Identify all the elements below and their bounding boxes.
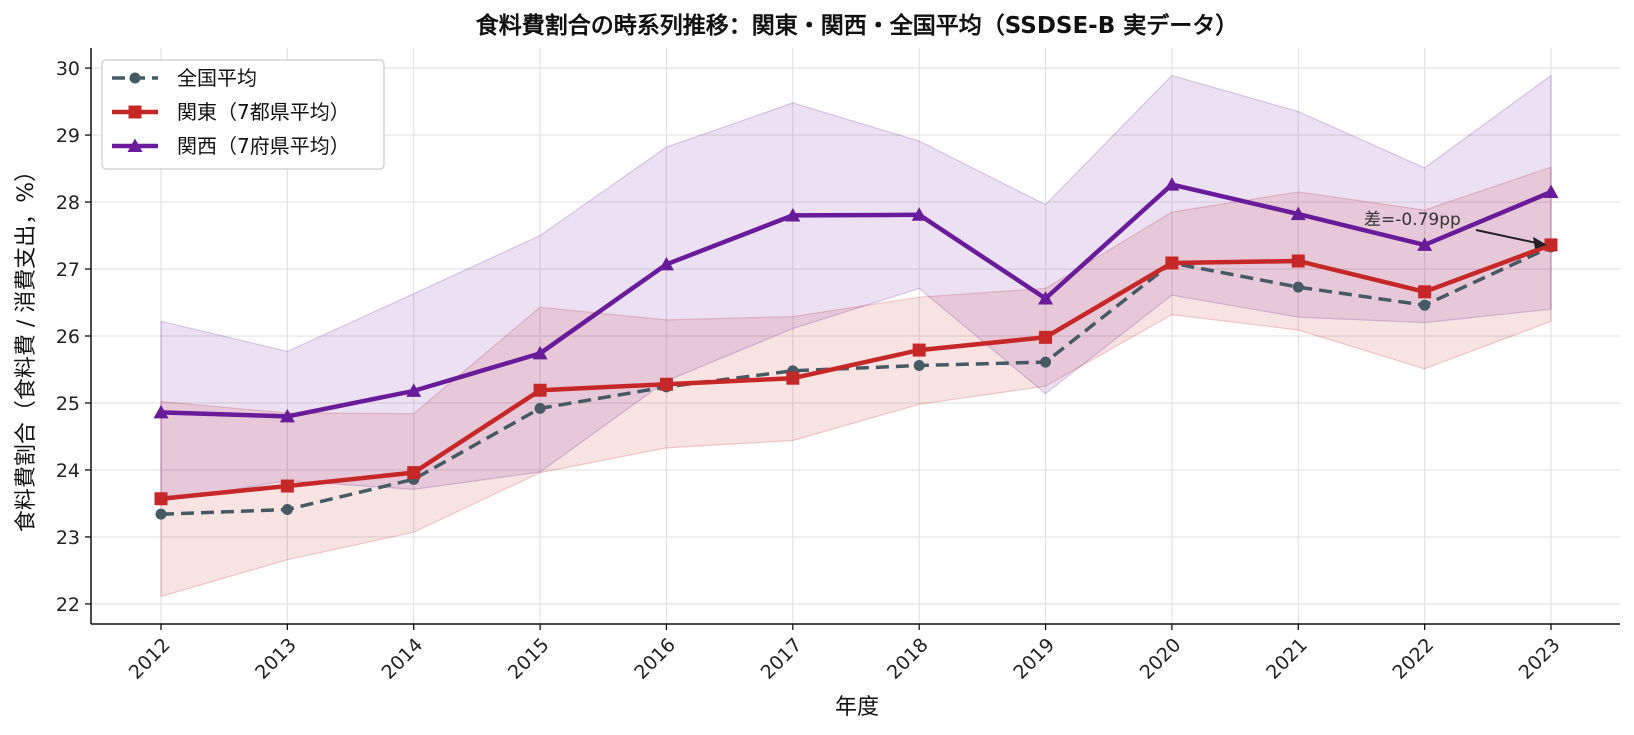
band-series-2 — [160, 74, 1552, 503]
point-series-2-2014 — [406, 383, 422, 397]
point-series-1-2013 — [280, 479, 294, 493]
x-tick-label: 2017 — [757, 634, 807, 684]
line-series-1 — [160, 242, 1552, 502]
point-series-2-2020 — [1164, 177, 1180, 191]
point-series-0-2022 — [1419, 299, 1431, 311]
y-tick-label: 22 — [56, 594, 80, 616]
y-tick-label: 24 — [56, 460, 80, 482]
point-series-1-2018 — [912, 343, 926, 357]
x-tick-label: 2016 — [630, 634, 680, 684]
annotation-arrowhead — [1533, 236, 1547, 249]
point-series-0-2015 — [534, 402, 546, 414]
x-tick-label: 2014 — [378, 634, 428, 684]
legend-label: 関東（7都県平均） — [177, 100, 350, 124]
x-tick-label: 2013 — [251, 634, 301, 684]
point-series-2-2021 — [1290, 206, 1306, 221]
point-series-2-2016 — [658, 256, 674, 271]
point-series-1-2014 — [407, 466, 421, 480]
x-tick-label: 2020 — [1136, 634, 1186, 684]
x-tick-label: 2019 — [1009, 634, 1059, 684]
x-tick-label: 2015 — [504, 634, 554, 684]
point-series-2-2013 — [279, 408, 295, 423]
annotation-text: 差=-0.79pp — [1364, 210, 1461, 230]
point-series-1-2012 — [154, 492, 168, 506]
y-tick-label: 29 — [56, 125, 80, 147]
x-tick-label: 2018 — [883, 634, 933, 684]
point-series-2-2015 — [532, 345, 548, 360]
confidence-bands — [160, 74, 1552, 598]
line-series-0 — [160, 245, 1552, 516]
legend-swatch-marker — [128, 105, 142, 119]
point-series-0-2013 — [281, 503, 293, 515]
band-series-1 — [160, 166, 1552, 598]
y-tick-label: 23 — [56, 527, 80, 549]
x-tick-label: 2021 — [1262, 634, 1312, 684]
y-tick-label: 26 — [56, 326, 80, 348]
legend-swatch-marker — [127, 138, 143, 152]
point-series-0-2018 — [913, 359, 925, 371]
y-tick-label: 28 — [56, 192, 80, 214]
chart-title: 食料費割合の時系列推移：関東・関西・全国平均（SSDSE-B 実データ） — [476, 12, 1239, 39]
y-tick-label: 27 — [56, 259, 80, 281]
series-lines — [153, 177, 1559, 520]
point-series-0-2012 — [155, 508, 167, 520]
x-tick-label: 2023 — [1515, 634, 1565, 684]
annotations: 差=-0.79pp — [1364, 210, 1547, 249]
legend-label: 全国平均 — [177, 66, 257, 90]
point-series-1-2016 — [659, 377, 673, 391]
point-series-2-2018 — [911, 207, 927, 221]
legend-box — [101, 59, 385, 170]
point-series-2-2022 — [1417, 237, 1433, 251]
point-series-1-2017 — [786, 371, 800, 385]
point-series-2-2017 — [785, 207, 801, 222]
point-series-1-2019 — [1039, 330, 1053, 344]
annotation-arrow — [1475, 229, 1542, 245]
point-series-1-2020 — [1165, 256, 1179, 270]
point-series-2-2023 — [1543, 184, 1559, 198]
x-tick-label: 2012 — [125, 634, 175, 684]
x-tick-label: 2022 — [1388, 634, 1438, 684]
point-series-1-2022 — [1418, 285, 1432, 299]
point-series-2-2012 — [153, 404, 169, 419]
y-tick-label: 30 — [56, 58, 80, 80]
point-series-1-2023 — [1544, 238, 1558, 252]
x-axis-label: 年度 — [835, 695, 879, 720]
point-series-1-2021 — [1291, 254, 1305, 268]
point-series-1-2015 — [533, 383, 547, 397]
y-tick-label: 25 — [56, 393, 80, 415]
line-series-2 — [160, 182, 1552, 419]
point-series-0-2019 — [1040, 356, 1052, 368]
point-series-0-2021 — [1292, 281, 1304, 293]
legend-label: 関西（7府県平均） — [177, 134, 350, 158]
point-series-2-2019 — [1038, 290, 1054, 305]
legend-swatch-marker — [129, 72, 141, 84]
y-axis-label: 食料費割合（食料費 / 消費支出，%） — [14, 160, 39, 532]
